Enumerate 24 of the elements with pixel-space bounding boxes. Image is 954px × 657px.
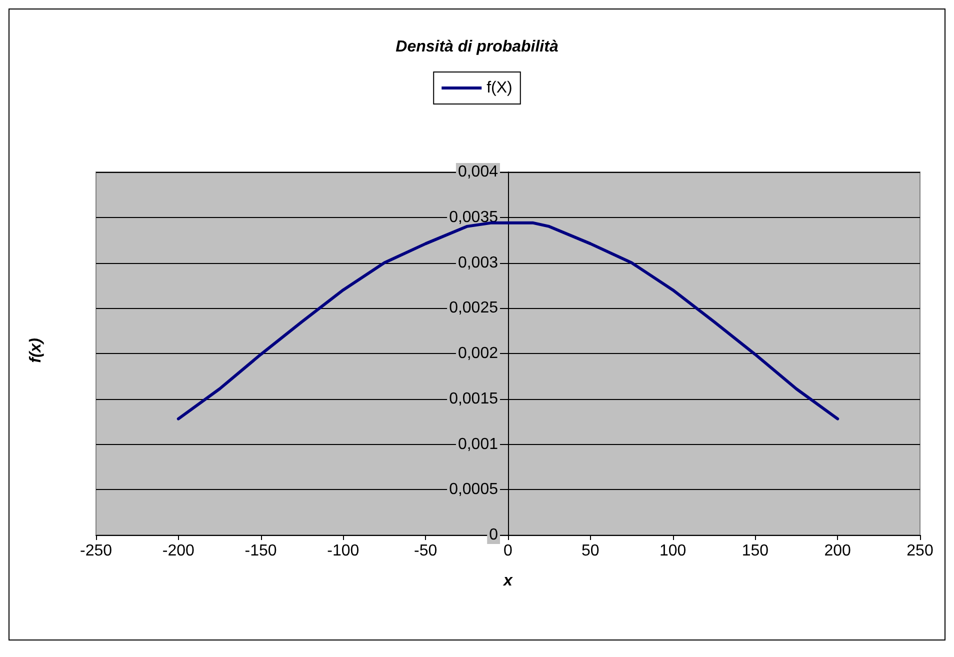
x-tick-label: -200 — [162, 542, 195, 560]
y-tick-label: 0,002 — [458, 345, 498, 362]
x-tick-label: 150 — [742, 542, 769, 560]
x-tick-label: 0 — [504, 542, 513, 560]
x-tick-label: -50 — [414, 542, 438, 560]
x-tick-label: 200 — [824, 542, 852, 560]
legend-label: f(X) — [486, 80, 512, 96]
y-tick-label: 0,004 — [458, 164, 498, 180]
chart-title: Densità di probabilità — [396, 38, 558, 56]
y-tick-label: 0,0035 — [449, 208, 498, 226]
x-tick-label: -250 — [80, 542, 112, 560]
x-tick-label: 100 — [659, 542, 686, 560]
x-axis-title: x — [502, 572, 514, 590]
x-tick-label: -150 — [244, 542, 277, 560]
y-axis-title: f(x) — [28, 338, 44, 363]
y-tick-label: 0,0025 — [449, 300, 498, 317]
y-tick-label: 0,001 — [458, 436, 498, 453]
x-tick-label: 250 — [906, 542, 934, 560]
x-tick-label: 50 — [582, 542, 600, 560]
y-tick-label: 0,0015 — [449, 390, 498, 408]
y-tick-label: 0,003 — [458, 254, 498, 272]
y-tick-label: 0,0005 — [449, 481, 498, 498]
x-tick-label: -100 — [327, 542, 360, 560]
y-tick-label: 0 — [489, 526, 498, 544]
